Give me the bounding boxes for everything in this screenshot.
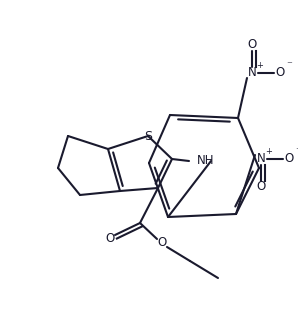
- Text: O: O: [256, 180, 266, 193]
- Text: O: O: [247, 39, 257, 52]
- Text: O: O: [105, 233, 115, 245]
- Text: O: O: [275, 67, 285, 80]
- Text: N: N: [248, 67, 256, 80]
- Text: O: O: [284, 152, 294, 165]
- Text: N: N: [257, 152, 266, 165]
- Text: NH: NH: [197, 155, 215, 168]
- Text: S: S: [144, 129, 152, 142]
- Text: +: +: [266, 146, 272, 156]
- Text: ⁻: ⁻: [286, 60, 292, 70]
- Text: O: O: [157, 236, 167, 249]
- Text: +: +: [257, 61, 263, 69]
- Text: ⁻: ⁻: [295, 146, 298, 156]
